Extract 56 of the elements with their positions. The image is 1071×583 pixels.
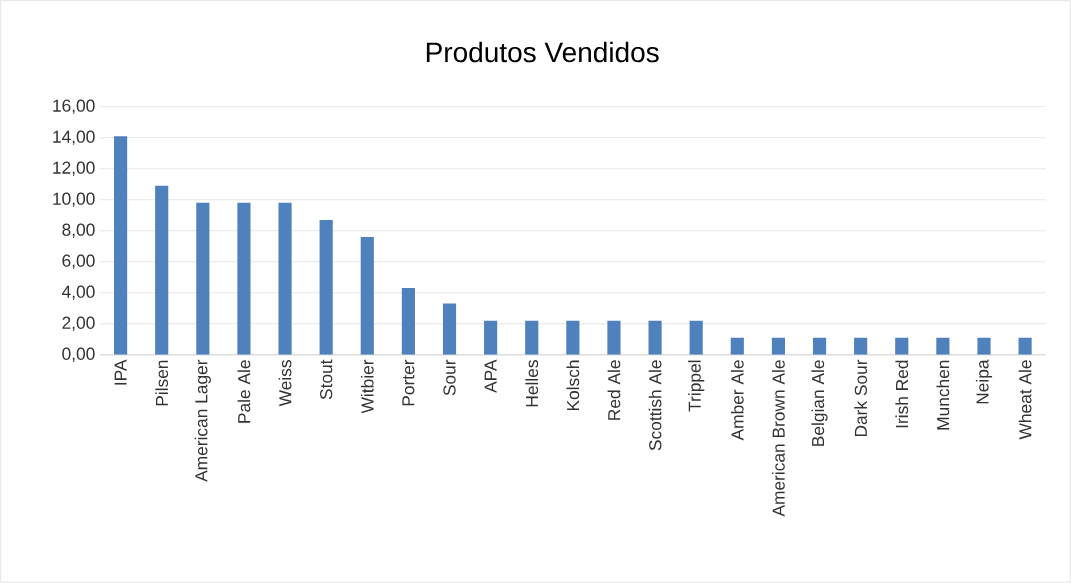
bar (319, 219, 333, 355)
x-tick-label: Red Ale (607, 360, 621, 420)
x-tick-label: Pale Ale (237, 360, 251, 423)
bar (278, 202, 292, 355)
x-tick-label: Amber Ale (730, 360, 744, 441)
bar (196, 202, 210, 355)
x-tick-label: Kolsch (566, 360, 580, 411)
bar (114, 136, 128, 355)
bar (936, 337, 950, 355)
bar (155, 185, 169, 355)
bar (566, 320, 580, 355)
bar (730, 337, 744, 355)
bar (895, 337, 909, 355)
y-tick-label: 16,00 (53, 99, 95, 114)
bar (812, 337, 827, 355)
x-tick-label: Porter (402, 359, 415, 406)
y-tick-label: 12,00 (53, 161, 95, 176)
y-tick-label: 10,00 (53, 192, 95, 207)
x-tick-label: IPA (114, 359, 127, 385)
bar (401, 288, 415, 355)
x-tick-label: Dark Sour (854, 359, 868, 437)
bar (771, 337, 785, 355)
x-tick-label: American Brown Ale (772, 360, 785, 517)
bar (237, 202, 251, 355)
x-tick-label: Belgian Ale (811, 360, 828, 446)
y-tick-label: 6,00 (62, 254, 95, 269)
bar (977, 337, 991, 355)
y-tick-label: 2,00 (62, 316, 95, 332)
x-tick-label: Irish Red (895, 360, 909, 428)
y-tick-label: 14,00 (53, 130, 95, 145)
bar (689, 320, 703, 355)
bar (1018, 337, 1032, 355)
x-tick-label: Wheat Ale (1018, 360, 1032, 440)
x-tick-label: American Lager (194, 359, 211, 482)
x-tick-label: Helles (525, 360, 539, 407)
y-tick-label: 8,00 (62, 223, 95, 238)
y-tick-label: 4,00 (61, 285, 95, 300)
bar (525, 320, 539, 355)
x-tick-label: Sour (443, 359, 456, 396)
y-tick-label: 0,00 (62, 347, 95, 363)
x-tick-label: Stout (320, 359, 333, 400)
x-tick-label: Scottish Ale (648, 360, 662, 451)
x-tick-label: Neipa (975, 359, 993, 404)
bar (607, 320, 621, 355)
x-tick-label: APA (484, 359, 497, 393)
bar (360, 237, 374, 355)
x-tick-label: Trippel (688, 360, 705, 412)
bar (484, 320, 498, 355)
bar (442, 303, 457, 355)
x-tick-label: Weiss (278, 360, 292, 407)
x-tick-label: Pilsen (155, 360, 169, 406)
bar (854, 337, 868, 355)
chart-title: Produtos Vendidos (426, 41, 659, 63)
x-tick-label: Witbier (360, 359, 374, 414)
bar (648, 320, 662, 355)
x-tick-label: Munchen (936, 360, 950, 430)
